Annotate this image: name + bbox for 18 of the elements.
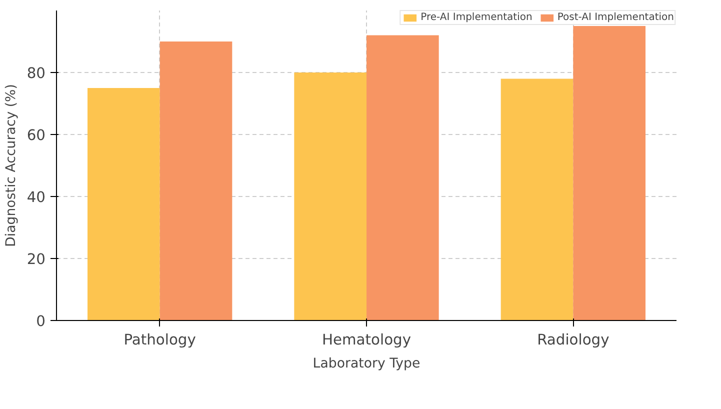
bar (366, 35, 439, 320)
bar (88, 88, 160, 320)
bar (500, 78, 574, 320)
x-tick-label: Hematology (322, 332, 412, 348)
y-tick-label: 0 (36, 313, 46, 330)
y-tick-label: 80 (26, 65, 46, 82)
y-axis-title: Diagnostic Accuracy (%) (4, 84, 19, 247)
y-tick-label: 20 (26, 251, 46, 268)
y-tick-label: 40 (26, 189, 46, 206)
x-tick-label: Pathology (124, 332, 196, 348)
y-tick-label: 60 (26, 127, 46, 144)
legend-label: Pre-AI Implementation (420, 12, 532, 23)
bar (573, 26, 646, 320)
bar (160, 42, 232, 320)
legend-label: Post-AI Implementation (557, 12, 674, 23)
bar (294, 72, 366, 320)
x-axis-title: Laboratory Type (312, 356, 420, 372)
x-tick-label: Radiology (537, 332, 610, 348)
